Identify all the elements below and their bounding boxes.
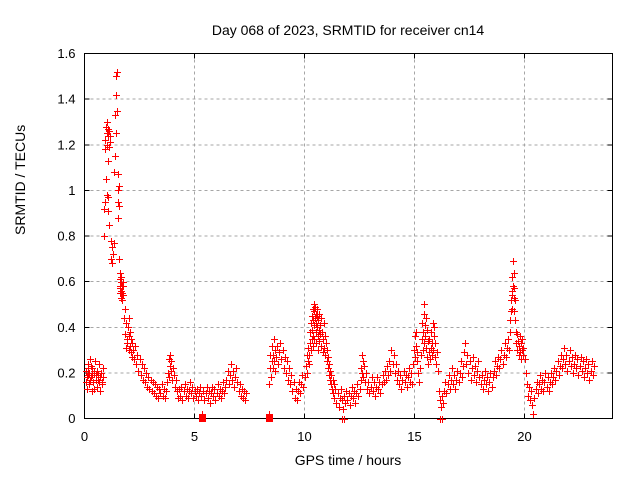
zero-value-cluster (199, 415, 206, 422)
x-axis-label: GPS time / hours (294, 452, 402, 468)
x-tick-labels: 0 5 10 15 20 (81, 429, 532, 444)
y-tick-label: 0 (68, 411, 75, 426)
y-tick-label: 1 (68, 183, 75, 198)
y-tick-label: 1.4 (57, 92, 75, 107)
y-tick-label: 0.6 (57, 274, 75, 289)
x-tick-label: 10 (297, 429, 311, 444)
y-tick-label: 0.4 (57, 320, 75, 335)
y-tick-label: 0.8 (57, 229, 75, 244)
y-tick-label: 1.2 (57, 137, 75, 152)
zero-value-cluster (266, 415, 273, 422)
x-tick-label: 5 (191, 429, 198, 444)
plot-title: Day 068 of 2023, SRMTID for receiver cn1… (211, 22, 485, 38)
zero-value-clusters (199, 415, 273, 422)
grid-lines (84, 53, 613, 419)
y-tick-label: 1.6 (57, 46, 75, 61)
x-tick-label: 15 (407, 429, 421, 444)
y-tick-label: 0.2 (57, 365, 75, 380)
data-points (83, 69, 598, 423)
x-tick-label: 20 (517, 429, 531, 444)
x-tick-label: 0 (81, 429, 88, 444)
y-tick-labels: 0 0.2 0.4 0.6 0.8 1 1.2 1.4 1.6 (57, 46, 75, 426)
